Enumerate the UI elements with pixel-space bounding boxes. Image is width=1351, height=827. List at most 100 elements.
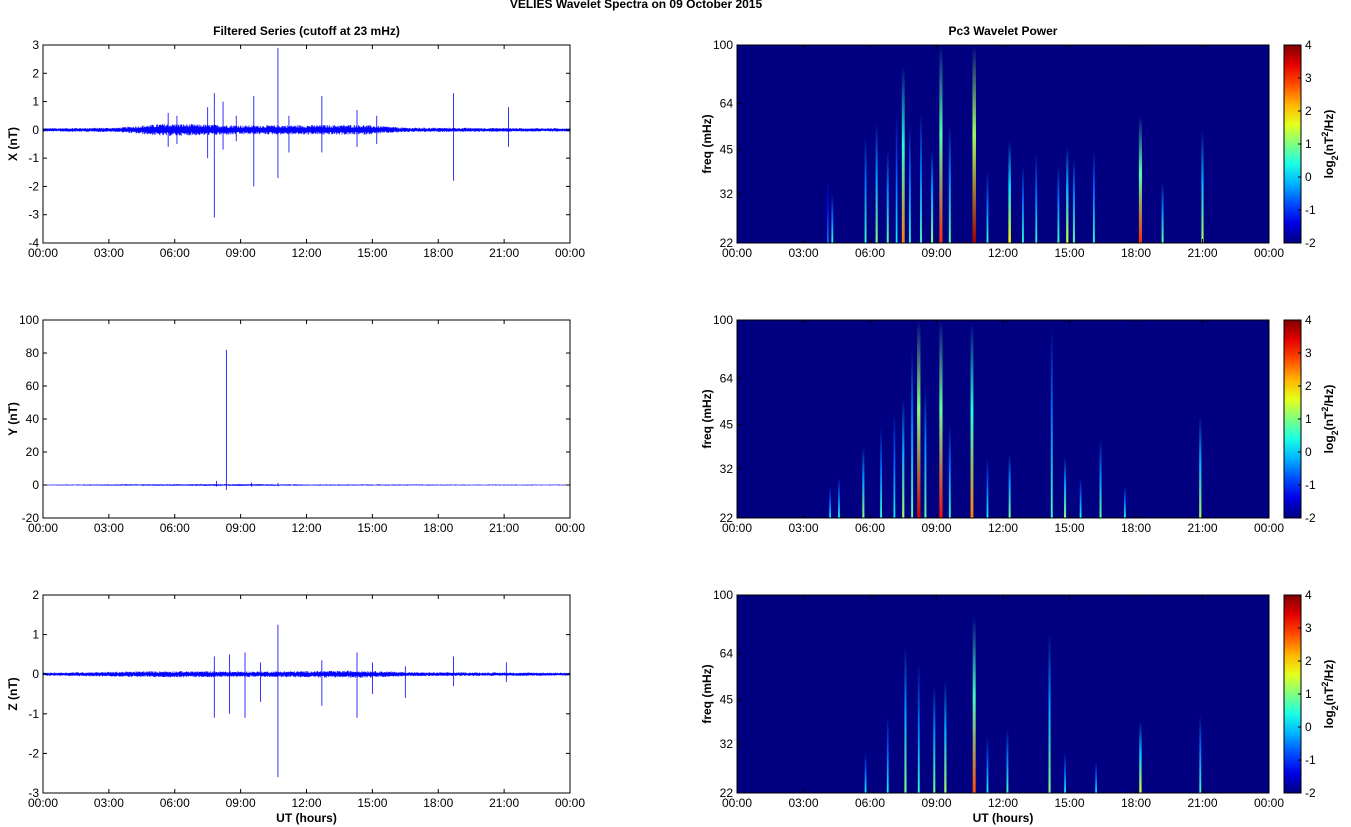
series-line [43,123,570,136]
y-tick-label: 32 [720,187,734,201]
power-streak [1079,477,1082,518]
power-streak [986,457,989,518]
y-tick-label: 32 [720,737,734,751]
panel-title: Filtered Series (cutoff at 23 mHz) [213,24,400,38]
y-axis-label: X (nT) [6,127,20,161]
x-tick-label: 15:00 [357,246,387,260]
x-tick-label: 21:00 [1187,521,1217,535]
colorbar-tick-label: -2 [1305,511,1316,525]
y-tick-label: 40 [26,412,40,426]
power-streak [1072,158,1075,243]
colorbar-tick-label: 4 [1305,313,1312,327]
colorbar-tick-label: 2 [1305,104,1312,118]
x-tick-label: 21:00 [1187,246,1217,260]
colorbar-tick-label: 2 [1305,379,1312,393]
colorbar-label-part: /Hz) [1322,660,1336,682]
y-tick-label: 2 [32,588,39,602]
y-tick-label: -20 [22,511,40,525]
colorbar-tick-label: 2 [1305,654,1312,668]
power-streak [875,123,878,243]
power-streak [972,45,976,243]
x-tick-label: 09:00 [921,521,951,535]
x-tick-label: 03:00 [788,246,818,260]
colorbar-label-part: 2 [1330,705,1340,710]
power-streak [895,111,898,243]
x-tick-label: 00:00 [555,521,585,535]
power-streak [1138,116,1142,243]
power-streak [838,477,840,518]
power-streak [924,386,927,518]
power-streak [939,45,943,243]
colorbar-tick-label: 3 [1305,621,1312,635]
colorbar-label: log2(nT2/Hz) [1320,110,1340,179]
x-tick-label: 12:00 [291,796,321,810]
panel-title: Pc3 Wavelet Power [949,24,1058,38]
x-tick-label: 00:00 [1254,796,1284,810]
y-axis-label: freq (mHz) [700,389,714,448]
x-tick-label: 06:00 [855,521,885,535]
y-tick-label: 20 [26,445,40,459]
power-streak [1048,632,1051,793]
power-streak [1035,152,1038,243]
power-streak [902,398,905,518]
power-streak [1092,149,1095,243]
x-tick-label: 21:00 [1187,796,1217,810]
power-streak [886,714,889,793]
power-streak [1066,146,1069,243]
x-tick-label: 00:00 [1254,246,1284,260]
power-streak [1064,457,1067,518]
x-axis-label: UT (hours) [276,811,337,825]
y-tick-label: 0 [32,667,39,681]
series-line [43,670,570,678]
power-streak [908,123,911,243]
x-tick-label: 00:00 [722,246,752,260]
colorbar-tick-label: 4 [1305,588,1312,602]
power-streak [970,322,974,518]
panel-1: -4 -3 -2 -1 0 1 2 3 00:00 03:00 06:00 09:00 12:00 15:… [6,24,585,260]
x-axis-label: UT (hours) [973,811,1034,825]
power-streak [1199,714,1202,793]
panel-2: -20 0 20 40 60 80 100 00:00 03:00 06:00 09:00 12:00… [6,313,585,535]
colorbar-tick-label: 0 [1305,445,1312,459]
panel-3: -3 -2 -1 0 1 2 00:00 03:00 06:00 09:00 12:00 15:00 1… [6,588,585,825]
y-tick-label: 100 [713,313,733,327]
y-tick-label: 22 [720,511,734,525]
power-streak [917,320,921,518]
colorbar-tick-label: -2 [1305,786,1316,800]
series-group [43,349,570,490]
x-tick-label: 15:00 [357,521,387,535]
heatmap-cells [827,45,1204,243]
power-streak [862,446,865,518]
heatmap-background [737,45,1269,243]
y-tick-label: 1 [32,95,39,109]
colorbar-label-part: log [1322,710,1336,728]
y-tick-label: -2 [28,746,39,760]
colorbar-tick-label: 1 [1305,412,1312,426]
y-tick-label: -1 [28,707,39,721]
x-tick-label: 03:00 [94,796,124,810]
x-tick-label: 18:00 [423,246,453,260]
colorbar-label-part: 2 [1320,682,1330,687]
power-streak [829,486,831,518]
colorbar-label-part: 2 [1330,430,1340,435]
series-group [43,624,570,778]
y-tick-label: 100 [713,38,733,52]
colorbar-tick-label: 1 [1305,137,1312,151]
x-tick-label: 03:00 [788,796,818,810]
power-streak [864,135,867,243]
power-streak [1050,326,1053,518]
colorbar-label-part: /Hz) [1322,385,1336,407]
power-streak [1008,453,1011,518]
colorbar-label-part: (nT [1322,686,1336,705]
x-tick-label: 21:00 [489,796,519,810]
colorbar-tick-label: -1 [1305,478,1316,492]
x-tick-label: 00:00 [28,796,58,810]
power-streak [880,427,883,518]
x-tick-label: 18:00 [1121,521,1151,535]
colorbar-tick-label: 3 [1305,71,1312,85]
